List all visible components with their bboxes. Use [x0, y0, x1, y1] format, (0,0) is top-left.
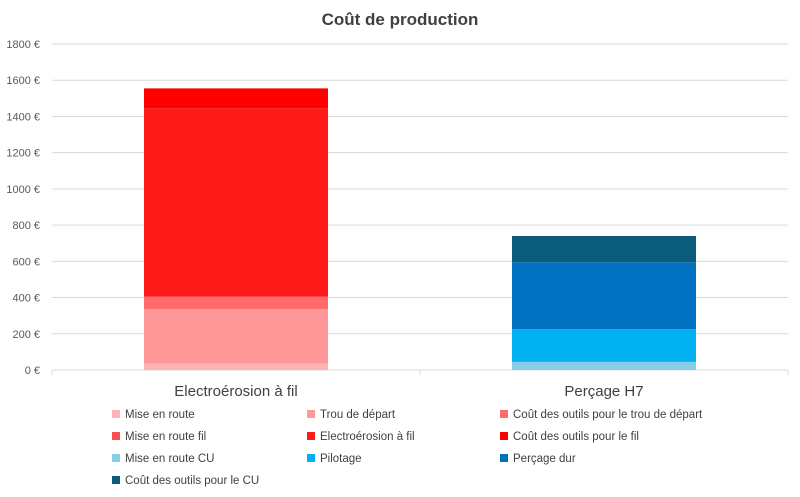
legend-label: Coût des outils pour le CU — [125, 475, 259, 487]
legend-item: Coût des outils pour le CU — [112, 475, 259, 487]
legend-swatch — [112, 476, 120, 484]
legend-swatch — [112, 432, 120, 440]
legend-item: Electroérosion à fil — [307, 431, 415, 443]
bar-segment — [512, 329, 696, 362]
y-tick-label: 200 € — [12, 329, 40, 341]
legend-swatch — [500, 454, 508, 462]
legend-swatch — [112, 454, 120, 462]
legend-item: Coût des outils pour le fil — [500, 431, 639, 443]
legend-label: Mise en route CU — [125, 453, 214, 465]
legend-item: Mise en route CU — [112, 453, 214, 465]
y-tick-label: 400 € — [12, 293, 40, 305]
x-tick-label: Perçage H7 — [564, 383, 643, 400]
bar-segment — [512, 235, 696, 263]
y-tick-label: 800 € — [12, 220, 40, 232]
y-tick-label: 1800 € — [6, 39, 40, 51]
bars — [144, 88, 696, 370]
legend-label: Pilotage — [320, 453, 362, 465]
legend-swatch — [307, 410, 315, 418]
legend-swatch — [500, 410, 508, 418]
legend-item: Pilotage — [307, 453, 362, 465]
legend: Mise en route Trou de départ Coût des outi… — [112, 409, 703, 487]
y-tick-label: 1400 € — [6, 111, 40, 123]
bar-segment — [144, 363, 328, 370]
bar-segment — [144, 88, 328, 109]
legend-swatch — [500, 432, 508, 440]
y-axis-ticks: 0 € 200 € 400 € 600 € 800 € 1000 € 1200 € 1400 … — [6, 39, 40, 377]
legend-label: Mise en route fil — [125, 431, 206, 443]
y-tick-label: 0 € — [25, 365, 40, 377]
legend-item: Mise en route — [112, 409, 195, 421]
x-axis-ticks: Electroérosion à fil Perçage H7 — [174, 383, 643, 400]
legend-label: Perçage dur — [513, 453, 576, 465]
bar-segment — [144, 108, 328, 297]
y-tick-label: 1200 € — [6, 148, 40, 160]
bar-segment — [144, 309, 328, 364]
bar-segment — [144, 296, 328, 310]
bar-segment — [512, 262, 696, 330]
bar-segment — [512, 361, 696, 370]
legend-item: Trou de départ — [307, 409, 396, 421]
legend-item: Perçage dur — [500, 453, 576, 465]
legend-label: Electroérosion à fil — [320, 431, 415, 443]
y-tick-label: 1000 € — [6, 184, 40, 196]
legend-swatch — [307, 432, 315, 440]
legend-label: Coût des outils pour le trou de départ — [513, 409, 703, 421]
chart-title: Coût de production — [322, 10, 479, 29]
legend-swatch — [112, 410, 120, 418]
legend-label: Trou de départ — [320, 409, 396, 421]
y-tick-label: 1600 € — [6, 75, 40, 87]
legend-label: Mise en route — [125, 409, 195, 421]
y-tick-label: 600 € — [12, 256, 40, 268]
legend-item: Coût des outils pour le trou de départ — [500, 409, 703, 421]
legend-item: Mise en route fil — [112, 431, 206, 443]
legend-swatch — [307, 454, 315, 462]
x-tick-label: Electroérosion à fil — [174, 383, 297, 400]
legend-label: Coût des outils pour le fil — [513, 431, 639, 443]
